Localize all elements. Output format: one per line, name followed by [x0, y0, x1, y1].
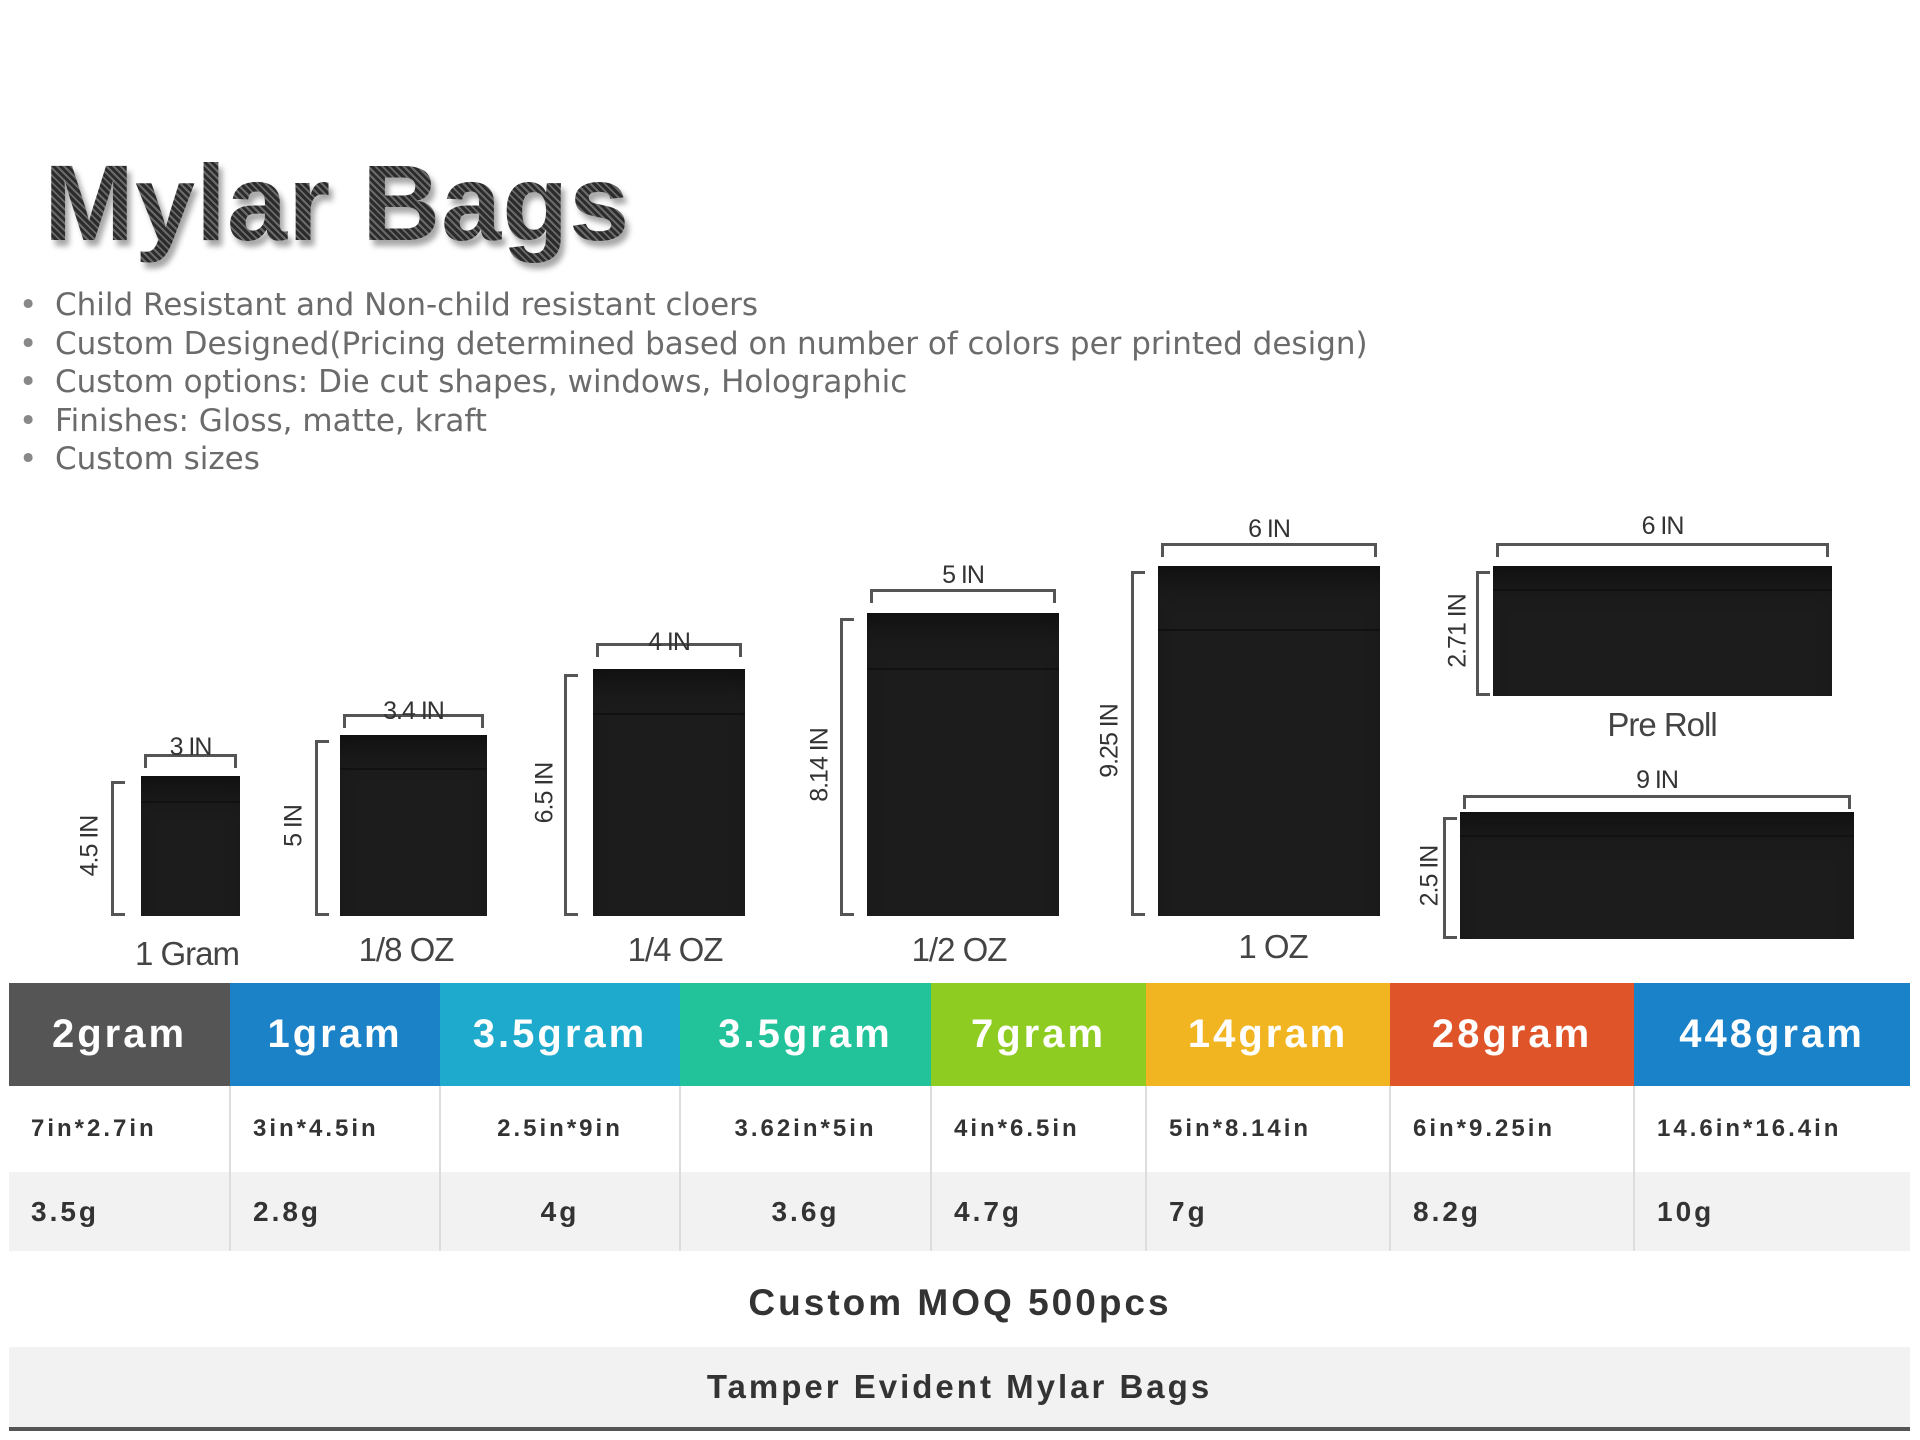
bag-name: 1/8 OZ	[358, 931, 455, 968]
column-header: 7gram	[931, 983, 1146, 1086]
weight-row: 3.5g 2.8g 4g 3.6g 4.7g 7g 8.2g 10g	[9, 1172, 1910, 1251]
feature-item: • Custom sizes	[19, 441, 260, 477]
weight-cell: 4g	[439, 1172, 680, 1251]
width-bracket	[343, 714, 484, 728]
width-bracket	[1496, 543, 1829, 557]
feature-item: • Custom Designed(Pricing determined base…	[19, 325, 1368, 362]
height-label: 2.5 IN	[1415, 845, 1444, 906]
column-header: 448gram	[1634, 983, 1910, 1086]
width-bracket	[1161, 543, 1377, 557]
width-label: 3.4 IN	[383, 697, 445, 725]
column-header: 2gram	[9, 983, 230, 1086]
size-cell: 14.6in*16.4in	[1633, 1086, 1910, 1172]
size-cell: 5in*8.14in	[1145, 1086, 1390, 1172]
bag-illustration	[1158, 566, 1380, 916]
tamper-evident-banner: Tamper Evident Mylar Bags	[9, 1347, 1910, 1431]
weight-cell: 4.7g	[930, 1172, 1146, 1251]
height-bracket	[1443, 817, 1457, 939]
bag-illustration	[340, 735, 487, 916]
height-label: 8.14 IN	[805, 727, 834, 802]
feature-list: • Child Resistant and Non-child resistant…	[0, 286, 1368, 479]
bag-name: 1 OZ	[1238, 928, 1308, 965]
weight-cell: 10g	[1633, 1172, 1910, 1251]
weight-cell: 3.5g	[9, 1172, 230, 1251]
feature-text: Finishes: Gloss, matte, kraft	[55, 402, 487, 439]
width-label: 6 IN	[1641, 512, 1685, 540]
height-label: 9.25 IN	[1095, 704, 1124, 778]
size-cell: 6in*9.25in	[1389, 1086, 1634, 1172]
width-bracket	[1463, 795, 1851, 809]
height-bracket	[1476, 571, 1490, 696]
bag-illustration	[593, 669, 745, 916]
feature-text: Custom options: Die cut shapes, windows,…	[55, 364, 908, 400]
weight-cell: 7g	[1145, 1172, 1390, 1251]
bag-name: Pre Roll	[1607, 706, 1717, 743]
width-label: 5 IN	[942, 561, 985, 589]
column-header: 3.5gram	[440, 983, 680, 1086]
bag-name: 1/2 OZ	[911, 931, 1008, 968]
width-bracket	[144, 754, 237, 768]
bag-illustration	[1460, 812, 1854, 939]
feature-text: Custom Designed(Pricing determined based…	[55, 325, 1368, 362]
width-bracket	[870, 589, 1056, 603]
size-cell: 7in*2.7in	[9, 1086, 230, 1172]
size-table: 2gram 1gram 3.5gram 3.5gram 7gram 14gram 28gra…	[9, 983, 1910, 1251]
height-label: 6.5 IN	[530, 762, 559, 823]
width-bracket	[596, 643, 742, 657]
weight-cell: 8.2g	[1389, 1172, 1634, 1251]
bag-name: 1/4 OZ	[627, 931, 724, 968]
size-cell: 2.5in*9in	[439, 1086, 680, 1172]
width-label: 6 IN	[1248, 515, 1291, 543]
feature-text: Custom sizes	[55, 441, 260, 477]
height-bracket	[564, 674, 578, 916]
height-bracket	[840, 618, 854, 916]
bag-illustration	[867, 613, 1059, 916]
bag-illustration	[141, 776, 240, 916]
height-label: 5 IN	[279, 804, 308, 847]
column-header: 28gram	[1390, 983, 1634, 1086]
height-label: 2.71 IN	[1443, 594, 1472, 668]
width-label: 9 IN	[1636, 766, 1679, 794]
weight-cell: 3.6g	[679, 1172, 931, 1251]
width-label: 3 IN	[169, 733, 213, 761]
page-title: Mylar Bags	[44, 142, 631, 263]
feature-text: Child Resistant and Non-child resistant …	[55, 287, 759, 323]
bag-name: 1 Gram	[134, 935, 240, 972]
bag-illustration	[1493, 566, 1832, 696]
column-header: 1gram	[230, 983, 440, 1086]
size-cell: 4in*6.5in	[930, 1086, 1146, 1172]
size-cell: 3.62in*5in	[679, 1086, 931, 1172]
size-row: 7in*2.7in 3in*4.5in 2.5in*9in 3.62in*5in 4in…	[9, 1086, 1910, 1172]
column-header: 3.5gram	[680, 983, 931, 1086]
moq-text: Custom MOQ 500pcs	[748, 1282, 1172, 1323]
weight-cell: 2.8g	[229, 1172, 440, 1251]
height-bracket	[1131, 571, 1145, 916]
feature-item: • Custom options: Die cut shapes, windows…	[19, 364, 908, 400]
width-label: 4 IN	[648, 628, 691, 656]
size-cell: 3in*4.5in	[229, 1086, 440, 1172]
feature-item: • Child Resistant and Non-child resistant…	[19, 287, 759, 323]
height-bracket	[111, 781, 125, 916]
height-bracket	[315, 740, 329, 916]
feature-item: • Finishes: Gloss, matte, kraft	[19, 402, 487, 439]
height-label: 4.5 IN	[75, 815, 104, 877]
column-header: 14gram	[1146, 983, 1390, 1086]
